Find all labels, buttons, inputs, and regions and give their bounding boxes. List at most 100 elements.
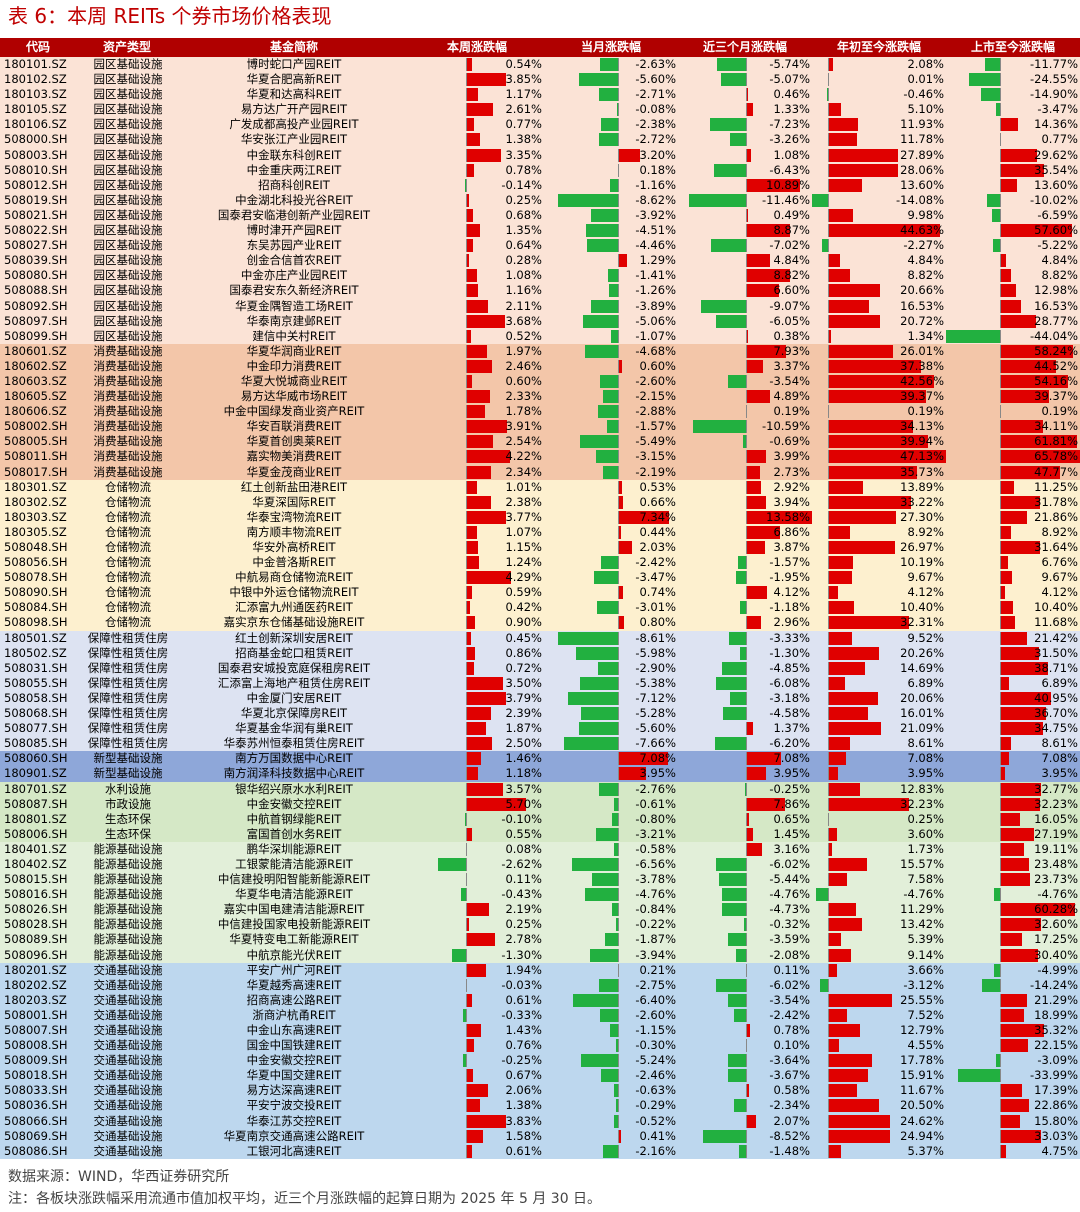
zero-axis — [1000, 1054, 1001, 1068]
value-m3: 3.87% — [773, 540, 810, 554]
cell-inc: 16.53% — [946, 299, 1080, 313]
bar-ytd — [828, 933, 842, 947]
zero-axis — [828, 224, 829, 238]
cell-week: 0.45% — [410, 631, 544, 645]
zero-axis — [828, 269, 829, 283]
source-note: 数据来源：WIND，华西证券研究所 — [8, 1169, 230, 1185]
value-month: 0.60% — [639, 358, 676, 373]
zero-axis — [828, 1024, 829, 1037]
fund-code: 180601.SZ — [4, 343, 67, 358]
fund-code: 508058.SH — [4, 690, 68, 705]
bar-m3 — [718, 873, 746, 887]
zero-axis — [828, 1084, 829, 1098]
table-row: 180302.SZ 仓储物流 华夏深国际REIT 2.38% 0.66% 3.94% 33.… — [0, 494, 1080, 510]
bar-week — [466, 495, 491, 509]
asset-type: 消费基础设施 — [93, 449, 163, 464]
fund-name: 华泰南京建邺REIT — [246, 313, 342, 328]
zero-axis — [828, 933, 829, 947]
zero-axis — [746, 571, 747, 585]
value-ytd: 11.78% — [900, 132, 944, 147]
zero-axis — [618, 480, 619, 494]
value-ytd: 26.97% — [900, 540, 944, 554]
value-week: 0.60% — [505, 373, 542, 388]
cell-month: -2.16% — [544, 1144, 678, 1158]
value-ytd: 14.69% — [900, 660, 944, 675]
cell-inc: 8.61% — [946, 737, 1080, 751]
cell-week: 0.68% — [410, 208, 544, 222]
value-week: 3.79% — [505, 690, 542, 705]
cell-inc: -10.02% — [946, 193, 1080, 207]
bar-inc — [1000, 254, 1007, 268]
zero-axis — [618, 405, 619, 419]
cell-month: -2.19% — [544, 465, 678, 479]
value-inc: 32.77% — [1034, 781, 1078, 796]
table-row: 508069.SH 交通基础设施 华夏南京交通高速公路REIT 1.58% 0.41% -… — [0, 1128, 1080, 1144]
table-row: 508028.SH 能源基础设施 中信建投国家电投新能源REIT 0.25% -0.22… — [0, 917, 1080, 933]
value-month: -2.60% — [635, 373, 676, 388]
cell-week: 1.07% — [410, 525, 544, 539]
zero-axis — [828, 601, 829, 615]
value-month: -5.60% — [635, 721, 676, 736]
cell-inc: 6.76% — [946, 556, 1080, 570]
cell-ytd: 32.23% — [812, 797, 946, 811]
bar-month — [590, 948, 618, 962]
bar-m3 — [746, 480, 761, 494]
value-week: 2.19% — [505, 902, 542, 917]
cell-inc: 3.95% — [946, 767, 1080, 781]
bar-inc — [1000, 586, 1006, 600]
zero-axis — [466, 284, 467, 298]
cell-month: 3.20% — [544, 148, 678, 162]
asset-type: 能源基础设施 — [93, 872, 163, 887]
value-m3: -0.32% — [769, 917, 810, 932]
cell-ytd: 20.06% — [812, 691, 946, 705]
bar-inc — [1000, 510, 1028, 524]
asset-type: 交通基础设施 — [93, 1098, 163, 1113]
zero-axis — [1000, 208, 1001, 222]
bar-inc — [1000, 148, 1038, 162]
cell-week: 3.77% — [410, 510, 544, 524]
value-week: 1.01% — [505, 479, 542, 494]
zero-axis — [828, 631, 829, 645]
zero-axis — [1000, 676, 1001, 690]
cell-ytd: 7.08% — [812, 752, 946, 766]
bar-m3 — [740, 601, 746, 615]
zero-axis — [746, 254, 747, 268]
zero-axis — [466, 903, 467, 917]
cell-m3: -3.18% — [678, 691, 812, 705]
cell-ytd: 24.94% — [812, 1129, 946, 1143]
fund-code: 508021.SH — [4, 207, 68, 222]
cell-inc: 18.99% — [946, 1008, 1080, 1022]
bar-month — [597, 661, 618, 675]
bar-m3 — [715, 737, 746, 751]
value-month: -3.21% — [635, 826, 676, 841]
table-row: 508055.SH 保障性租赁住房 汇添富上海地产租赁住房REIT 3.50% -5.3… — [0, 675, 1080, 691]
zero-axis — [746, 480, 747, 494]
bar-month — [593, 571, 618, 585]
zero-axis — [746, 827, 747, 841]
fund-code: 508017.SH — [4, 464, 68, 479]
value-m3: -2.08% — [769, 947, 810, 962]
zero-axis — [618, 390, 619, 404]
table-row: 508016.SH 能源基础设施 华夏华电清洁能源REIT -0.43% -4.76% -… — [0, 887, 1080, 903]
cell-m3: -3.26% — [678, 133, 812, 147]
zero-axis — [618, 420, 619, 434]
value-week: 0.25% — [505, 192, 542, 207]
bar-inc — [1000, 344, 1073, 358]
bar-week — [466, 193, 469, 207]
zero-axis — [828, 842, 829, 856]
zero-axis — [828, 374, 829, 388]
cell-week: 0.59% — [410, 586, 544, 600]
zero-axis — [466, 1099, 467, 1113]
table-row: 180201.SZ 交通基础设施 平安广州广河REIT 1.94% 0.21% 0.11%… — [0, 962, 1080, 978]
value-month: 0.18% — [639, 162, 676, 177]
bar-inc — [1000, 299, 1021, 313]
bar-inc — [1000, 118, 1018, 132]
table-row: 508000.SH 园区基础设施 华安张江产业园REIT 1.38% -2.72% -3.… — [0, 132, 1080, 148]
cell-inc: 8.82% — [946, 269, 1080, 283]
zero-axis — [466, 239, 467, 253]
value-m3: 4.89% — [773, 389, 810, 404]
fund-name: 建信中关村REIT — [252, 328, 336, 343]
fund-code: 180202.SZ — [4, 977, 67, 992]
zero-axis — [618, 1069, 619, 1083]
fund-code: 508015.SH — [4, 872, 68, 887]
